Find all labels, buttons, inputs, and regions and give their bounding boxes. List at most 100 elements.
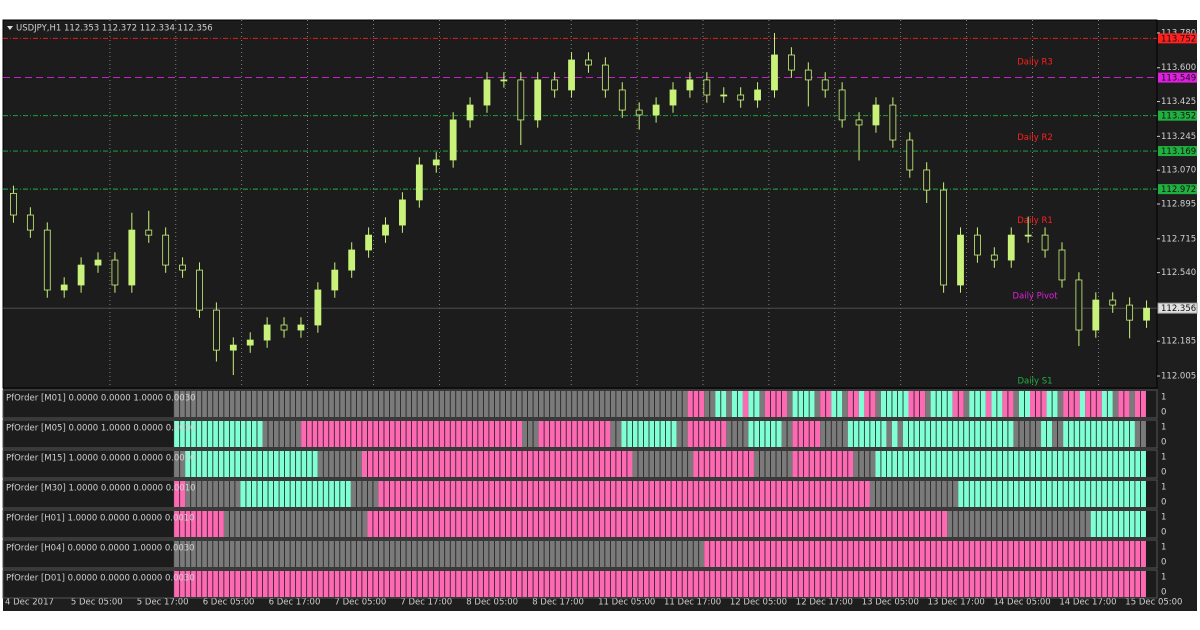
pane-tick-label: 1 (1161, 453, 1166, 463)
candle-body (1109, 299, 1117, 306)
state-run (174, 511, 224, 537)
candle-body (26, 214, 34, 231)
candle-body (1041, 234, 1049, 251)
collapse-icon (7, 26, 13, 30)
state-run (538, 421, 611, 447)
candle-body (568, 59, 575, 91)
candle-body (179, 264, 186, 271)
y-tick-label: 113.070 (1161, 166, 1196, 176)
state-run (847, 421, 887, 447)
state-run (792, 451, 854, 477)
pane-tick-label: 0 (1161, 528, 1166, 538)
candle-body (263, 324, 271, 341)
x-tick-label: 5 Dec 05:00 (71, 598, 123, 608)
pane-tick-label: 1 (1161, 513, 1166, 523)
level-label: 112.972 (1161, 185, 1196, 195)
pane-tick-label: 1 (1161, 393, 1166, 403)
candle-body (365, 234, 373, 251)
candle-body (128, 229, 136, 286)
level-annotation: Daily Pivot (1012, 291, 1058, 301)
state-run (858, 391, 865, 417)
level-label: 113.352 (1161, 112, 1196, 122)
candle-body (43, 229, 51, 291)
level-annotation: Daily R3 (1017, 57, 1053, 67)
y-tick-label: 112.540 (1161, 268, 1196, 278)
level-annotation: Daily S1 (1017, 376, 1052, 386)
pane-tick-label: 0 (1161, 558, 1166, 568)
candle-body (449, 119, 457, 161)
candle-body (517, 79, 525, 121)
candle-body (196, 269, 203, 311)
level-label-box (1158, 184, 1197, 195)
state-run (753, 451, 793, 477)
state-run (792, 421, 821, 447)
candle-body (923, 169, 931, 191)
x-tick-label: 7 Dec 05:00 (335, 598, 387, 608)
candle-body (280, 324, 288, 331)
pane-title: PfOrder [H01] 1.0000 0.0000 0.0000 0.001… (6, 514, 195, 524)
state-run (985, 391, 992, 417)
state-run (632, 451, 694, 477)
x-tick-label: 11 Dec 05:00 (598, 598, 655, 608)
candle-body (669, 89, 677, 106)
candle-body (652, 104, 660, 116)
candle-body (804, 69, 812, 81)
state-run (908, 391, 926, 417)
pane-title: PfOrder [D01] 0.0000 0.0000 0.0000 0.003… (6, 574, 195, 584)
level-annotation: Daily R1 (1017, 216, 1053, 226)
state-run (925, 391, 931, 417)
state-run (1013, 391, 1019, 417)
candle-body (1075, 279, 1083, 331)
state-run (886, 421, 892, 447)
candle-body (162, 234, 170, 266)
candle-body (94, 259, 102, 266)
state-run (1079, 391, 1086, 417)
candle-body (787, 54, 795, 71)
pane-tick-label: 0 (1161, 408, 1166, 418)
candle-body (1143, 307, 1150, 321)
current-price-box (1157, 302, 1198, 314)
x-tick-label: 6 Dec 05:00 (203, 598, 255, 608)
candle-body (10, 192, 17, 216)
level-annotation: Daily R2 (1017, 133, 1053, 143)
candle-body (889, 104, 897, 141)
candle-body (940, 189, 948, 286)
pane-title: PfOrder [M30] 1.0000 0.0000 0.0000 0.001… (6, 484, 196, 494)
candle-body (872, 104, 880, 126)
candle-body (906, 139, 914, 171)
state-run (1013, 421, 1042, 447)
pane-title: PfOrder [H04] 0.0000 0.0000 1.0000 0.003… (6, 544, 195, 554)
candle-body (703, 79, 711, 96)
candle-body (618, 89, 626, 111)
candle-body (821, 79, 829, 91)
symbol-header: USDJPY,H1 112.353 112.372 112.334 112.35… (16, 24, 213, 34)
candle-body (601, 64, 609, 91)
candle-body (1058, 249, 1066, 281)
pane-title: PfOrder [M15] 1.0000 0.0000 0.0000 0.001… (6, 454, 196, 464)
state-run (969, 391, 986, 417)
state-run (897, 421, 904, 447)
state-run (1112, 391, 1119, 417)
state-run (1129, 391, 1135, 417)
candle-body (432, 159, 440, 166)
candle-body (415, 164, 423, 201)
state-run (726, 391, 732, 417)
main-plot (2, 19, 1158, 389)
state-run (1030, 391, 1047, 417)
x-tick-label: 13 Dec 05:00 (862, 598, 919, 608)
y-tick-label: 113.245 (1161, 132, 1196, 142)
state-run (842, 391, 848, 417)
pane-tick-label: 0 (1161, 498, 1166, 508)
candle-body (838, 89, 846, 121)
state-run (378, 481, 870, 507)
x-tick-label: 8 Dec 17:00 (532, 598, 584, 608)
x-tick-label: 13 Dec 17:00 (928, 598, 985, 608)
candle-body (635, 109, 643, 116)
level-label: 113.169 (1161, 147, 1196, 157)
candle-body (314, 289, 322, 326)
x-tick-label: 11 Dec 17:00 (664, 598, 721, 608)
candle-body (466, 104, 474, 121)
pane-tick-label: 0 (1161, 468, 1166, 478)
